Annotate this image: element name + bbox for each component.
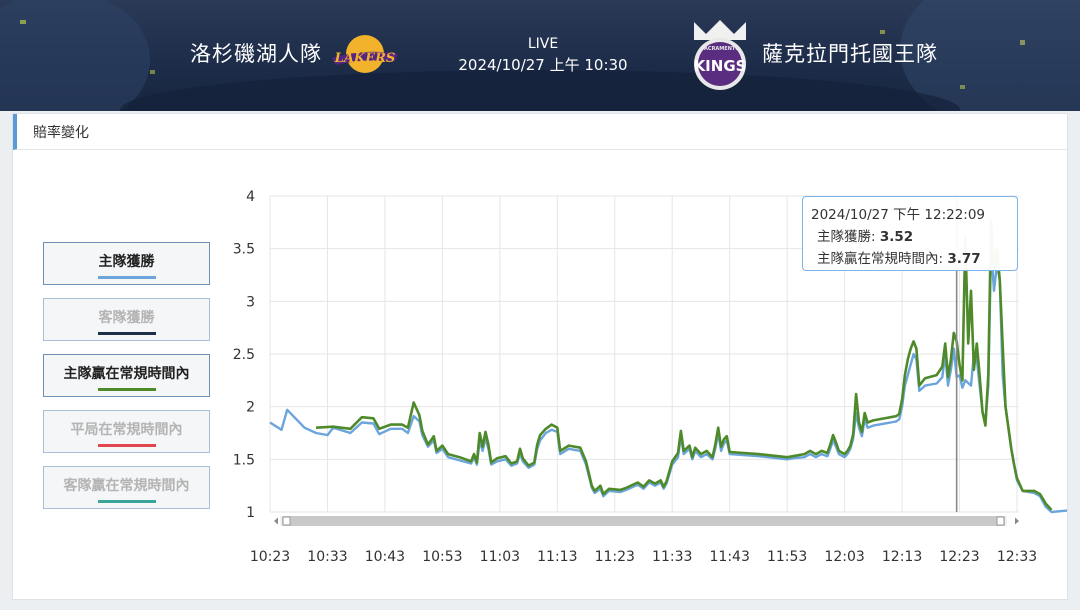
home-team-name: 洛杉磯湖人隊 — [190, 42, 322, 66]
x-tick-label: 11:33 — [652, 549, 692, 565]
chart-tooltip: 2024/10/27 下午 12:22:09 主隊獲勝: 3.52 主隊贏在常規… — [802, 196, 1018, 271]
tooltip-row-home-regular: 主隊贏在常規時間內: 3.77 — [811, 247, 1009, 267]
legend-button-draw-regular[interactable]: 平局在常規時間內 — [43, 410, 210, 453]
odds-line-chart: 1 1.5 2 2.5 3 3.5 4 10:23 10:33 10:43 10:53 11:03 11… — [233, 189, 1067, 565]
navigator-handle-left[interactable] — [282, 516, 291, 526]
x-tick-label: 10:33 — [307, 549, 347, 565]
navigator-thumb[interactable] — [282, 516, 1005, 526]
tooltip-time: 2024/10/27 下午 12:22:09 — [811, 207, 986, 223]
legend-label: 主隊贏在常規時間內 — [63, 366, 190, 382]
legend-swatch — [97, 276, 156, 279]
legend-button-away-win[interactable]: 客隊獲勝 — [43, 298, 210, 341]
x-tick-label: 10:53 — [422, 549, 462, 565]
legend-button-home-win[interactable]: 主隊獲勝 — [43, 242, 210, 285]
kings-logo: SACRAMENTO KINGS — [694, 20, 747, 90]
tooltip-row-home-regular-label: 主隊贏在常規時間內: — [817, 251, 948, 267]
match-header: 洛杉磯湖人隊 LAKERS LIVE 2024/10/27 上午 10:30 S… — [0, 0, 1080, 111]
legend-button-away-win-regular[interactable]: 客隊贏在常規時間內 — [43, 466, 210, 509]
odds-panel: 賠率變化 主隊獲勝 客隊獲勝 主隊贏在常規時間內 平局在常規時間內 客隊贏在常規時間內 … — [12, 113, 1068, 600]
game-status: LIVE 2024/10/27 上午 10:30 — [440, 36, 646, 75]
kings-logo-text: KINGS — [694, 57, 747, 75]
x-tick-label: 11:53 — [767, 549, 807, 565]
live-label: LIVE — [527, 36, 559, 52]
tooltip-row-home-win-value: 3.52 — [879, 229, 914, 245]
tooltip-row-home-win-label: 主隊獲勝: — [817, 229, 880, 245]
x-tick-label: 12:23 — [939, 549, 979, 565]
lakers-logo: LAKERS — [332, 35, 398, 73]
x-tick-label: 11:13 — [537, 549, 577, 565]
crowd-background-image — [0, 0, 1080, 111]
legend-swatch — [97, 388, 156, 391]
tooltip-row-home-regular-value: 3.77 — [947, 251, 981, 267]
panel-tab: 賠率變化 — [13, 114, 1067, 150]
y-tick-label: 3 — [246, 294, 255, 310]
panel-title: 賠率變化 — [33, 125, 89, 141]
y-tick-label: 2.5 — [233, 347, 255, 363]
y-tick-label: 1.5 — [233, 452, 255, 468]
y-tick-label: 1 — [246, 505, 255, 521]
y-tick-label: 2 — [246, 400, 255, 416]
scroll-left-arrow-icon[interactable] — [274, 517, 278, 525]
x-tick-label: 12:33 — [997, 549, 1037, 565]
legend-swatch — [97, 332, 156, 335]
tooltip-row-home-win: 主隊獲勝: 3.52 — [811, 225, 1009, 245]
lakers-logo-text: LAKERS — [334, 51, 396, 66]
x-tick-label: 10:43 — [365, 549, 405, 565]
legend-label: 客隊獲勝 — [98, 310, 155, 326]
legend-label: 主隊獲勝 — [98, 254, 155, 270]
x-tick-label: 12:13 — [882, 549, 922, 565]
x-tick-label: 11:03 — [480, 549, 520, 565]
scroll-right-arrow-icon[interactable] — [1015, 517, 1019, 525]
x-tick-label: 11:43 — [710, 549, 750, 565]
x-tick-label: 10:23 — [250, 549, 290, 565]
x-tick-label: 11:23 — [595, 549, 635, 565]
game-datetime: 2024/10/27 上午 10:30 — [458, 56, 628, 74]
legend-swatch — [97, 444, 156, 447]
y-tick-label: 3.5 — [233, 242, 255, 258]
y-tick-label: 4 — [246, 189, 255, 205]
kings-logo-small-text: SACRAMENTO — [700, 46, 739, 52]
legend-swatch — [97, 500, 156, 503]
navigator-handle-right[interactable] — [996, 516, 1005, 526]
x-tick-label: 12:03 — [824, 549, 864, 565]
legend-label: 平局在常規時間內 — [70, 422, 183, 438]
legend-button-home-win-regular[interactable]: 主隊贏在常規時間內 — [43, 354, 210, 397]
away-team-name: 薩克拉門托國王隊 — [762, 42, 938, 66]
legend-label: 客隊贏在常規時間內 — [63, 478, 190, 494]
